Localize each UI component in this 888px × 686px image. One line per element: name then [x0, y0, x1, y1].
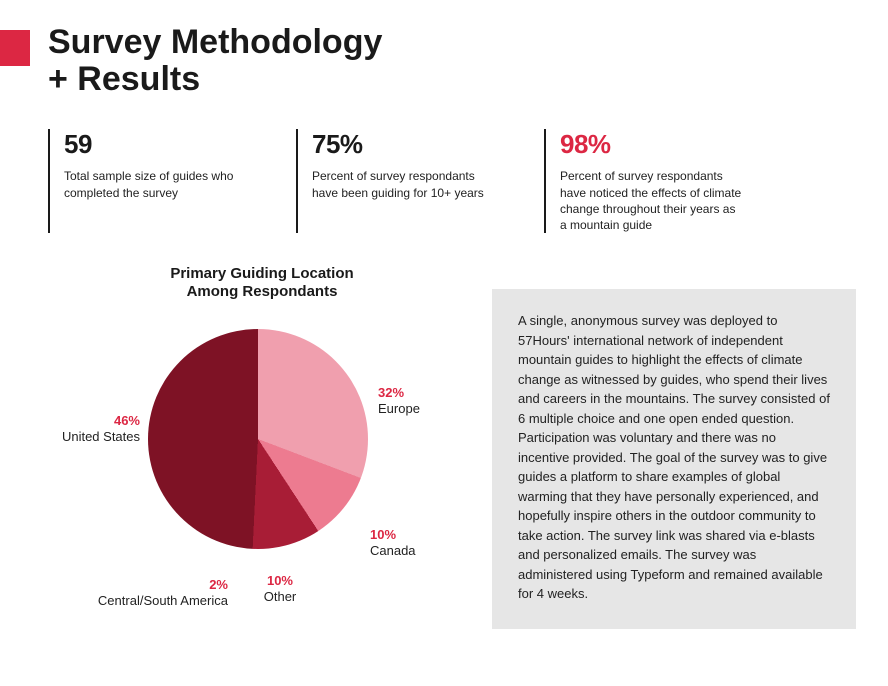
stat-guiding-years: 75% Percent of survey respondants have b… [296, 129, 496, 233]
pie-wrap: 46%United States32%Europe10%Canada10%Oth… [48, 309, 468, 629]
stat-value: 59 [64, 129, 248, 160]
slice-label: 10%Canada [370, 527, 416, 560]
title-line1: Survey Methodology [48, 23, 382, 61]
page-title: Survey Methodology + Results [48, 24, 382, 97]
chart-title: Primary Guiding Location Among Respondan… [112, 265, 412, 301]
stat-value: 98% [560, 129, 744, 160]
bottom-row: Primary Guiding Location Among Respondan… [0, 233, 888, 629]
slice-pct: 32% [378, 385, 420, 401]
slice-pct: 10% [370, 527, 416, 543]
slice-pct: 2% [98, 577, 228, 593]
chart-title-line1: Primary Guiding Location [170, 265, 353, 282]
slice-name: Canada [370, 543, 416, 559]
slice-pct: 10% [264, 573, 297, 589]
stat-desc: Percent of survey respondants have notic… [560, 168, 744, 233]
stat-desc: Percent of survey respondants have been … [312, 168, 496, 200]
pie-chart [148, 329, 368, 549]
title-line2: + Results [48, 60, 200, 98]
accent-block [0, 30, 30, 66]
slice-name: Europe [378, 401, 420, 417]
slice-name: Central/South America [98, 593, 228, 609]
chart-title-line2: Among Respondants [187, 283, 338, 300]
stats-row: 59 Total sample size of guides who compl… [0, 97, 888, 233]
slice-pct: 46% [62, 413, 140, 429]
stat-value: 75% [312, 129, 496, 160]
stat-desc: Total sample size of guides who complete… [64, 168, 248, 200]
slice-label: 10%Other [264, 573, 297, 606]
stat-climate-change: 98% Percent of survey respondants have n… [544, 129, 744, 233]
slice-label: 32%Europe [378, 385, 420, 418]
header-row: Survey Methodology + Results [0, 0, 888, 97]
slice-name: Other [264, 589, 297, 605]
methodology-description: A single, anonymous survey was deployed … [492, 289, 856, 629]
slice-label: 2%Central/South America [98, 577, 228, 610]
stat-sample-size: 59 Total sample size of guides who compl… [48, 129, 248, 233]
pie-chart-panel: Primary Guiding Location Among Respondan… [48, 265, 468, 629]
slice-name: United States [62, 429, 140, 445]
description-text: A single, anonymous survey was deployed … [518, 313, 830, 601]
slice-label: 46%United States [62, 413, 140, 446]
